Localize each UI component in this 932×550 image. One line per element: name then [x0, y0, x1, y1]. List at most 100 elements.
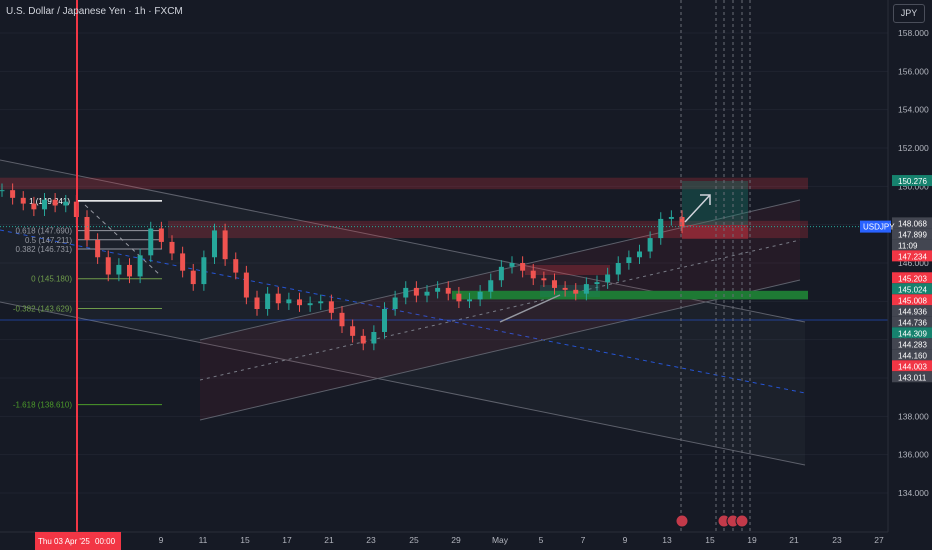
x-tick-label: 21: [324, 535, 334, 545]
candle-body: [137, 255, 143, 277]
candle-body: [63, 201, 69, 206]
candle-body: [350, 326, 356, 336]
price-tag-label: 144.736: [898, 318, 927, 327]
x-tick-label: 21: [789, 535, 799, 545]
small-green-zone: [540, 285, 600, 297]
price-tag-label: 147.899: [898, 230, 927, 239]
candle-body: [541, 278, 547, 281]
candle-body: [605, 274, 611, 283]
candle-body: [127, 264, 132, 277]
channel-median-line: [0, 229, 806, 394]
symbol-tag-label: USDJPY: [863, 223, 895, 232]
projection-arrow: [684, 194, 711, 223]
x-tick-label: 29: [451, 535, 461, 545]
candle-body: [520, 263, 526, 271]
price-tag-label: 144.283: [898, 340, 927, 349]
candle-body: [626, 257, 632, 264]
fib-level-label: -0.382 (143.629): [13, 304, 72, 313]
candle-body: [530, 270, 536, 279]
y-tick-label: 156.000: [898, 66, 929, 76]
x-tick-label: 15: [240, 535, 250, 545]
x-tick-label: 9: [623, 535, 628, 545]
candle-body: [116, 264, 122, 275]
candle-body: [95, 240, 101, 258]
candle-body: [615, 263, 621, 275]
candle-body: [10, 190, 16, 198]
candle-body: [265, 293, 271, 310]
candle-body: [424, 291, 430, 296]
candle-body: [392, 297, 398, 310]
price-tag: [892, 283, 932, 295]
symbol-title: U.S. Dollar / Japanese Yen · 1h · FXCM: [6, 6, 183, 17]
y-tick-label: 146.000: [898, 258, 929, 268]
candle-body: [552, 280, 557, 288]
candle-body: [679, 217, 685, 227]
price-tag-label: 144.309: [898, 329, 927, 338]
crosshair-date-tag: [35, 532, 121, 550]
candle-body: [297, 299, 302, 306]
target-box: [682, 181, 748, 225]
price-tag-label: 150.276: [898, 177, 927, 186]
price-tag-label: 144.003: [898, 362, 927, 371]
price-tag-label: 145.024: [898, 285, 927, 294]
price-tag-label: 11:09: [898, 241, 918, 250]
candle-body: [668, 217, 674, 219]
price-tag-label: 143.011: [898, 373, 927, 382]
candle-body: [435, 287, 441, 292]
price-tag-label: 145.008: [898, 296, 927, 305]
candle-body: [403, 287, 409, 298]
candle-body: [658, 218, 664, 239]
price-tag: [892, 371, 932, 383]
candle-body: [637, 251, 642, 258]
candle-body: [0, 190, 5, 192]
fib-level-label: 1 (149.241): [29, 197, 70, 206]
x-tick-label: 15: [705, 535, 715, 545]
candle-body: [467, 299, 472, 302]
x-tick-label: 9: [159, 535, 164, 545]
price-tag-label: 147.234: [898, 252, 927, 261]
candle-body: [328, 301, 334, 313]
candle-body: [169, 241, 175, 254]
projection-arrowhead: [700, 194, 711, 205]
y-tick-label: 134.000: [898, 488, 929, 498]
candle-body: [105, 257, 111, 275]
price-tag: [892, 228, 932, 240]
support-zone: [452, 290, 808, 300]
candle-body: [583, 284, 589, 294]
price-tag-label: 145.203: [898, 274, 927, 283]
price-tag: [892, 250, 932, 262]
x-tick-label: 5: [539, 535, 544, 545]
candle-body: [488, 280, 494, 292]
candle-body: [158, 228, 164, 242]
candle-body: [307, 303, 313, 306]
price-tag-label: 144.936: [898, 307, 927, 316]
crosshair-time-text: 00:00: [95, 537, 116, 546]
candle-body: [647, 238, 653, 252]
candle-body: [318, 301, 324, 304]
candle-body: [212, 230, 217, 258]
price-tag: [892, 217, 932, 229]
candle-body: [42, 199, 47, 210]
price-tag: [892, 360, 932, 372]
candle-body: [562, 287, 568, 290]
fib-level-label: -1.618 (138.610): [13, 401, 72, 410]
candle-body: [339, 312, 345, 327]
channel-lower-line: [0, 301, 806, 466]
currency-button[interactable]: JPY: [893, 4, 925, 23]
price-tag-label: 144.160: [898, 351, 927, 360]
x-tick-label: 19: [747, 535, 757, 545]
y-tick-label: 158.000: [898, 28, 929, 38]
price-tag: [892, 239, 932, 251]
x-tick-label: 7: [581, 535, 586, 545]
trend-arrow-line: [499, 294, 561, 323]
candle-body: [84, 217, 90, 241]
y-tick-label: 152.000: [898, 143, 929, 153]
candle-body: [456, 293, 462, 302]
asc-channel-lower: [199, 279, 801, 421]
fib-level-label: 0 (145.180): [31, 275, 72, 284]
candle-body: [477, 291, 483, 300]
y-tick-label: 136.000: [898, 450, 929, 460]
crosshair-date-text: Thu 03 Apr '25: [38, 537, 90, 546]
fib-trend-line: [84, 204, 161, 276]
